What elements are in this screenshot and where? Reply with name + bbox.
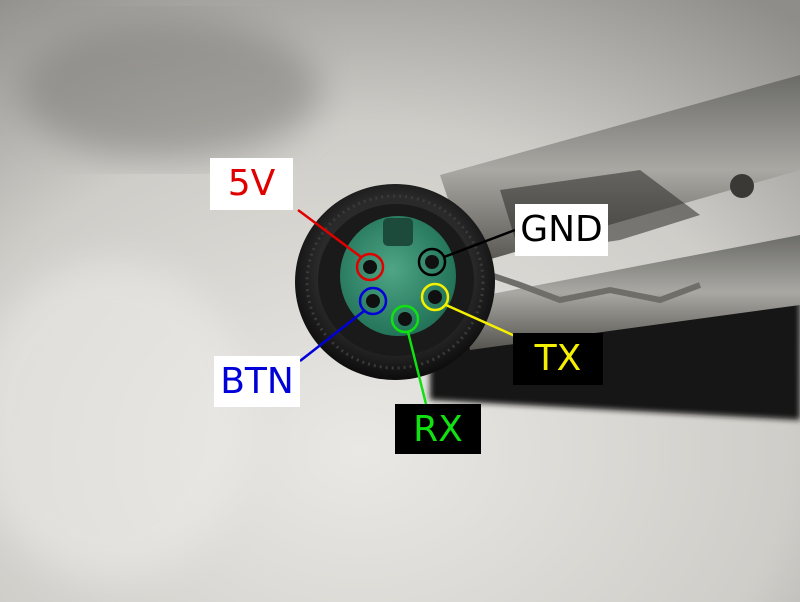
label-tx: TX (513, 333, 603, 385)
label-rx: RX (395, 404, 481, 454)
label-5v: 5V (210, 158, 293, 210)
label-btn: BTN (214, 356, 300, 407)
label-gnd: GND (515, 204, 608, 256)
